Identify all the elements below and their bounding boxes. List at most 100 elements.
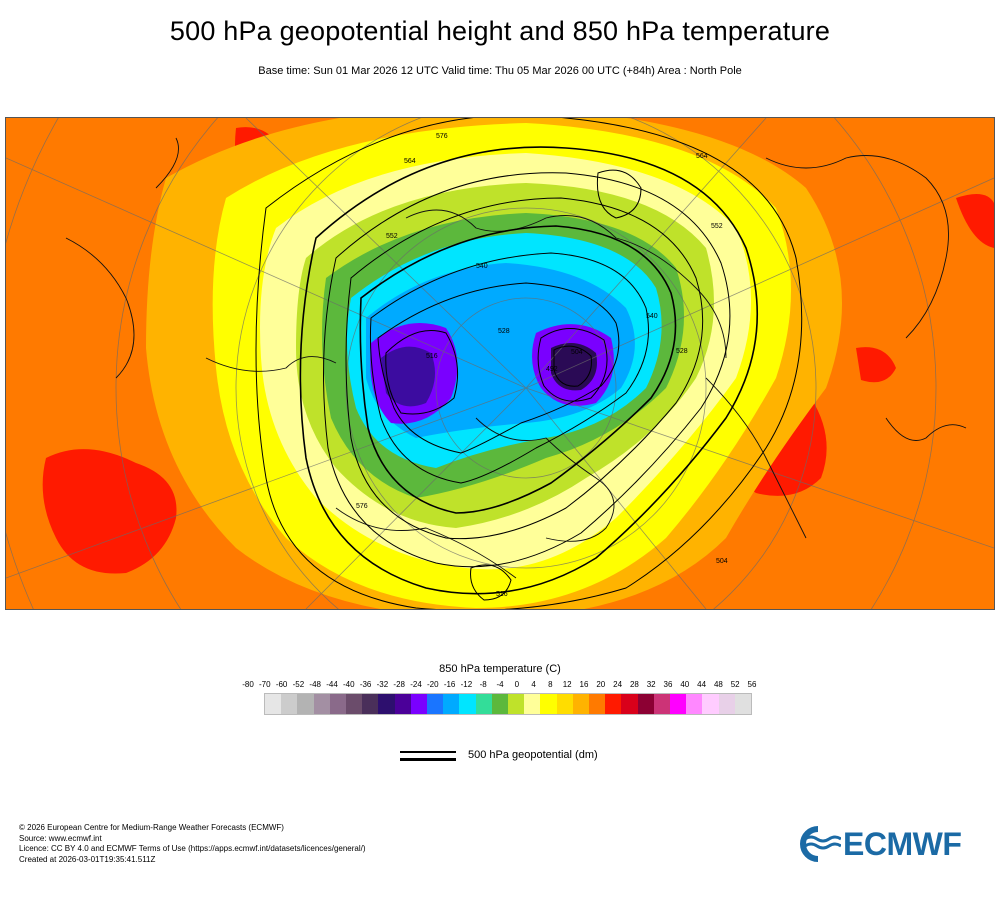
contour-label: 504 [716, 558, 728, 565]
contour-label: 552 [711, 223, 723, 230]
contour-label: 552 [386, 233, 398, 240]
colorbar-swatch [524, 694, 541, 714]
colorbar-swatch [670, 694, 687, 714]
colorbar-tick-label: -32 [376, 680, 389, 689]
map-svg: 576 564 552 540 528 516 504 492 576 564 … [6, 118, 994, 609]
colorbar-tick-label: 24 [613, 680, 623, 689]
colorbar-swatch [621, 694, 638, 714]
colorbar-swatch [556, 694, 573, 714]
colorbar-tick-label: -28 [393, 680, 405, 689]
chart-title: 500 hPa geopotential height and 850 hPa … [169, 16, 831, 46]
colorbar-swatch [637, 694, 654, 714]
colorbar-swatch [281, 694, 298, 714]
colorbar-tick-label: 52 [730, 680, 740, 689]
ecmwf-logo: ECMWF [795, 826, 985, 862]
colorbar-swatch [378, 694, 395, 714]
colorbar-tick-label: 8 [548, 680, 553, 689]
colorbar-swatch [394, 694, 411, 714]
colorbar-tick-label: 16 [579, 680, 589, 689]
contour-legend: 500 hPa geopotential (dm) [400, 749, 640, 765]
colorbar-swatch [734, 694, 752, 714]
graticule [6, 118, 994, 609]
colorbar-tick-label: -20 [427, 680, 439, 689]
colorbar-tick-label: 48 [713, 680, 723, 689]
colorbar-swatch [653, 694, 671, 714]
contour-legend-line-thick [400, 758, 456, 761]
colorbar-swatch [427, 694, 444, 714]
colorbar-tick-label: -44 [326, 680, 338, 689]
ecmwf-logo-icon [800, 826, 841, 862]
cold-core-west-deep [381, 346, 435, 407]
temp-patch-hot [956, 194, 994, 248]
colorbar-tick-label: -80 [242, 680, 254, 689]
footer-source: Source: www.ecmwf.int [19, 833, 102, 843]
footer-created: Created at 2026-03-01T19:35:41.511Z [19, 854, 156, 864]
temperature-colorbar [264, 693, 752, 715]
colorbar-tick-label: 4 [531, 680, 536, 689]
colorbar-tick-label: -70 [259, 680, 271, 689]
geopotential-contours [255, 118, 803, 609]
colorbar-swatch [297, 694, 314, 714]
contour-label: 516 [496, 591, 508, 598]
colorbar-swatch [508, 694, 525, 714]
colorbar-tick-label: 44 [697, 680, 707, 689]
colorbar-swatch [362, 694, 379, 714]
colorbar-tick-label: 36 [663, 680, 673, 689]
contour-label: 504 [571, 349, 583, 356]
contour-legend-label: 500 hPa geopotential (dm) [468, 749, 598, 761]
colorbar-tick-label: 0 [514, 680, 520, 689]
colorbar-swatch [443, 694, 460, 714]
contour-label: 528 [676, 348, 688, 355]
contour-label: 540 [476, 263, 488, 270]
colorbar-swatch [718, 694, 735, 714]
colorbar-swatch [572, 694, 590, 714]
footer: © 2026 European Centre for Medium-Range … [19, 823, 366, 865]
temp-patch-hot [856, 347, 896, 383]
colorbar-tick-label: -36 [359, 680, 372, 689]
temp-patch-hot [42, 449, 177, 574]
colorbar-tick-label: -12 [460, 680, 473, 689]
legend-title: 850 hPa temperature (C) [439, 663, 561, 675]
contour-legend-line-thin [400, 751, 456, 753]
colorbar-tick-label: -24 [410, 680, 422, 689]
contour-label: 564 [696, 153, 708, 160]
contour-label: 516 [426, 353, 438, 360]
contour-label: 528 [498, 328, 510, 335]
colorbar-tick-label: -52 [292, 680, 305, 689]
colorbar-swatch [410, 694, 428, 714]
contour-label: 492 [546, 366, 558, 373]
contour-label: 576 [436, 133, 448, 140]
colorbar-swatch [540, 694, 557, 714]
footer-copyright: © 2026 European Centre for Medium-Range … [19, 823, 284, 832]
colorbar-swatch [605, 694, 622, 714]
colorbar-tick-label: 32 [646, 680, 656, 689]
colorbar-tick-label: -40 [343, 680, 355, 689]
contour-label: 540 [646, 313, 658, 320]
colorbar-tick-label: 12 [562, 680, 572, 689]
colorbar-tick-label: 20 [596, 680, 606, 689]
colorbar-swatch [702, 694, 719, 714]
colorbar-tick-label: 56 [747, 680, 757, 689]
contour-label: 576 [356, 503, 368, 510]
colorbar-tick-label: -16 [443, 680, 456, 689]
colorbar-tick-label: 28 [629, 680, 639, 689]
contour-label: 564 [404, 158, 416, 165]
colorbar-swatch [475, 694, 492, 714]
colorbar-swatch [589, 694, 606, 714]
colorbar-swatch [313, 694, 330, 714]
colorbar-tick-label: -4 [496, 680, 504, 689]
colorbar-swatch [329, 694, 347, 714]
colorbar-tick-label: 40 [680, 680, 690, 689]
colorbar-tick-label: -48 [309, 680, 321, 689]
contour-label-group: 576 564 552 540 528 516 504 492 576 564 … [356, 133, 728, 598]
colorbar-ticks: -80 -70 -60 -52 -48 -44 -40 -36 -32 -28 -24 -20 -16-… [0, 680, 1000, 692]
colorbar-swatch [346, 694, 363, 714]
colorbar-tick-label: -60 [275, 680, 288, 689]
ecmwf-logo-text: ECMWF [843, 826, 962, 862]
footer-licence: Licence: CC BY 4.0 and ECMWF Terms of Us… [19, 844, 366, 853]
colorbar-swatch [686, 694, 703, 714]
colorbar-tick-label: -8 [479, 680, 487, 689]
colorbar-swatch [265, 694, 282, 714]
colorbar-swatch [459, 694, 476, 714]
chart-subtitle: Base time: Sun 01 Mar 2026 12 UTC Valid … [258, 65, 742, 77]
